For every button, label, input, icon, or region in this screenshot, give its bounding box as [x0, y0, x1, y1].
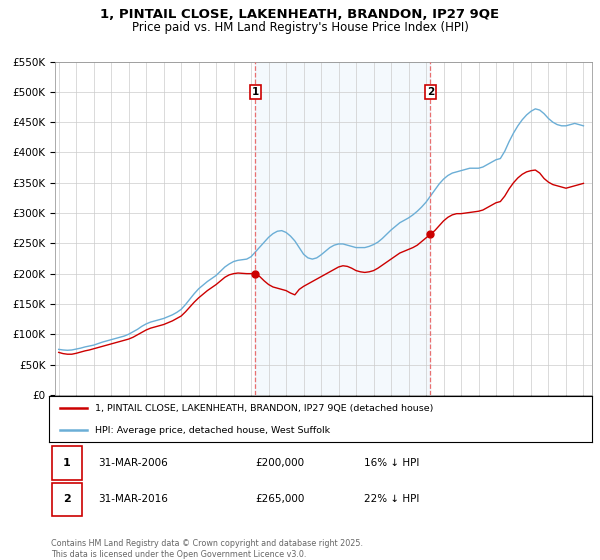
Text: £200,000: £200,000 [256, 458, 305, 468]
Text: 1: 1 [63, 458, 70, 468]
Text: 1: 1 [252, 87, 259, 97]
Text: 1, PINTAIL CLOSE, LAKENHEATH, BRANDON, IP27 9QE: 1, PINTAIL CLOSE, LAKENHEATH, BRANDON, I… [100, 8, 500, 21]
Text: 31-MAR-2016: 31-MAR-2016 [98, 494, 168, 505]
Text: HPI: Average price, detached house, West Suffolk: HPI: Average price, detached house, West… [95, 426, 331, 435]
FancyBboxPatch shape [52, 446, 82, 480]
Text: 2: 2 [63, 494, 70, 505]
Bar [256, 62, 430, 395]
Text: 2: 2 [427, 87, 434, 97]
Text: 1, PINTAIL CLOSE, LAKENHEATH, BRANDON, IP27 9QE (detached house): 1, PINTAIL CLOSE, LAKENHEATH, BRANDON, I… [95, 404, 434, 413]
Text: 22% ↓ HPI: 22% ↓ HPI [364, 494, 419, 505]
Text: 31-MAR-2006: 31-MAR-2006 [98, 458, 168, 468]
Text: £265,000: £265,000 [256, 494, 305, 505]
FancyBboxPatch shape [52, 483, 82, 516]
Text: 16% ↓ HPI: 16% ↓ HPI [364, 458, 419, 468]
Text: Contains HM Land Registry data © Crown copyright and database right 2025.
This d: Contains HM Land Registry data © Crown c… [51, 539, 363, 559]
Text: Price paid vs. HM Land Registry's House Price Index (HPI): Price paid vs. HM Land Registry's House … [131, 21, 469, 34]
